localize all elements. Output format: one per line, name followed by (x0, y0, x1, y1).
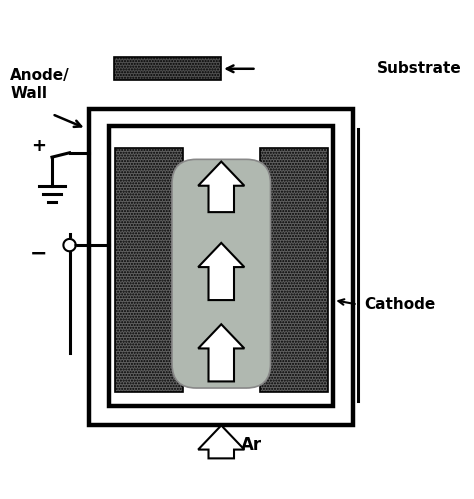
FancyArrow shape (198, 243, 244, 300)
FancyArrow shape (198, 425, 244, 459)
Polygon shape (64, 239, 76, 251)
FancyBboxPatch shape (172, 159, 271, 388)
Text: Anode/: Anode/ (10, 68, 70, 83)
FancyArrow shape (198, 324, 244, 381)
Bar (89, 109, 353, 425)
Bar (109, 126, 333, 406)
Text: Substrate: Substrate (377, 61, 462, 76)
Text: Cathode: Cathode (364, 297, 436, 312)
Bar (113, 57, 221, 80)
Bar (260, 148, 328, 392)
FancyArrow shape (198, 162, 244, 212)
Text: Wall: Wall (10, 86, 47, 101)
Bar (115, 148, 183, 392)
Text: Ar: Ar (241, 436, 262, 454)
Text: −: − (30, 244, 47, 264)
Text: +: + (31, 137, 46, 155)
